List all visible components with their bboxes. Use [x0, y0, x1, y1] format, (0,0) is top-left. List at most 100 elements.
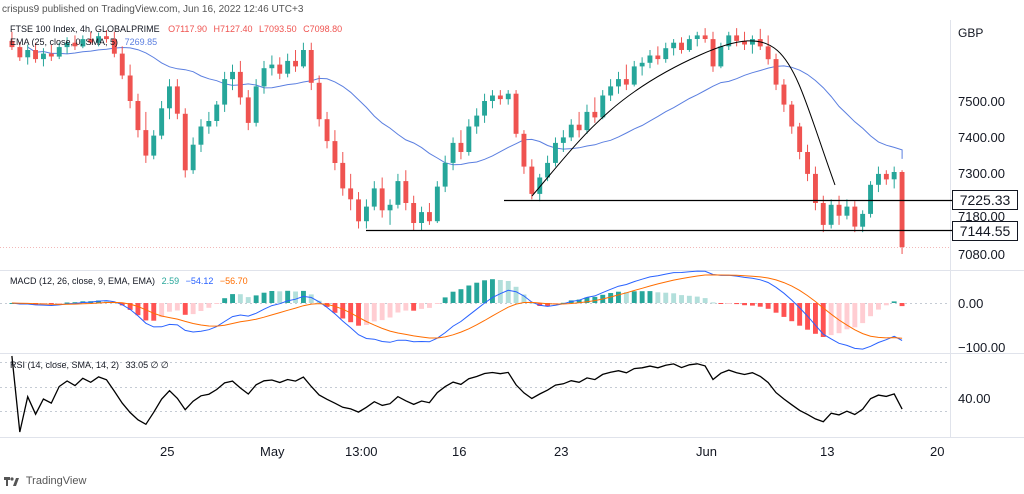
candle: [214, 101, 220, 127]
macd-histogram-bar: [135, 303, 141, 316]
macd-histogram-bar: [639, 291, 645, 303]
macd-histogram-bar: [167, 303, 172, 312]
candle: [458, 130, 464, 160]
candle-body: [301, 50, 306, 67]
candle-body: [88, 39, 94, 43]
candle: [119, 46, 125, 80]
macd-histogram-bar: [466, 285, 472, 303]
macd-legend-signal: −56.70: [219, 276, 248, 286]
candle: [891, 166, 897, 189]
x-tick: 20: [930, 444, 945, 459]
ema-legend: EMA (25, close, 0, SMA, 5) 7269.85: [10, 37, 157, 47]
candle-body: [608, 86, 614, 96]
candle: [25, 44, 31, 65]
macd-histogram-bar: [434, 303, 440, 304]
price-tick: 7500.00: [958, 94, 1005, 109]
candle: [285, 53, 291, 78]
candle-body: [781, 84, 787, 105]
candle: [686, 35, 692, 52]
candle-body: [127, 75, 133, 101]
candle-body: [876, 173, 881, 185]
candle-body: [364, 206, 369, 222]
candle-body: [395, 181, 401, 205]
macd-histogram-bar: [482, 280, 487, 303]
candle-body: [773, 59, 779, 85]
candle-body: [466, 126, 472, 152]
candle-body: [104, 36, 109, 40]
macd-histogram-bar: [883, 303, 889, 306]
candle-body: [277, 64, 283, 74]
macd-histogram-bar: [521, 294, 527, 303]
candle: [356, 192, 361, 229]
candle: [143, 111, 149, 163]
candle: [135, 93, 141, 138]
candle: [269, 55, 275, 76]
candle-body: [25, 50, 31, 58]
candle: [876, 166, 881, 193]
price-tick: 7080.00: [958, 247, 1005, 262]
macd-histogram-bar: [773, 303, 779, 313]
macd-histogram-bar: [222, 298, 228, 303]
candle-body: [844, 206, 850, 216]
macd-histogram-bar: [371, 303, 377, 322]
x-tick: 25: [160, 444, 175, 459]
candle-body: [726, 35, 732, 47]
candle-body: [143, 130, 149, 156]
candle-body: [356, 199, 361, 222]
candle-body: [647, 55, 653, 63]
candle-body: [442, 162, 448, 187]
candle-body: [490, 95, 495, 101]
candle: [631, 60, 637, 87]
macd-histogram-bar: [72, 302, 78, 304]
macd-histogram-bar: [403, 303, 409, 311]
candle: [403, 170, 409, 211]
macd-histogram-bar: [765, 303, 771, 309]
candle-body: [111, 39, 117, 54]
candle: [151, 130, 157, 160]
x-tick: 13: [820, 444, 835, 459]
candle: [245, 90, 251, 131]
macd-histogram-bar: [608, 293, 614, 303]
candle-body: [521, 133, 527, 167]
candle-body: [891, 172, 897, 180]
candle: [111, 31, 117, 58]
candle: [521, 130, 527, 174]
candle: [96, 32, 101, 47]
candle: [860, 210, 866, 233]
macd-histogram-bar: [860, 303, 866, 324]
price-tick: 7400.00: [958, 130, 1005, 145]
macd-histogram-bar: [679, 295, 684, 303]
ohlc-low: L7093.50: [259, 24, 297, 34]
ema-legend-label: EMA (25, close, 0, SMA, 5): [10, 37, 119, 47]
candle: [868, 181, 873, 218]
candle-body: [174, 86, 180, 114]
candle: [584, 104, 590, 134]
candle-body: [765, 46, 771, 60]
tradingview-logo-icon: [4, 476, 20, 486]
macd-histogram-bar: [718, 303, 724, 304]
candle: [600, 90, 606, 120]
candle: [805, 144, 810, 182]
candle: [482, 93, 487, 123]
candle-body: [245, 97, 251, 123]
candle: [513, 90, 519, 138]
candle-body: [828, 204, 834, 225]
macd-histogram-bar: [828, 303, 834, 336]
rsi-line: [11, 355, 903, 433]
footer-brand: TradingView: [4, 475, 86, 487]
macd-histogram-bar: [490, 279, 495, 303]
macd-histogram-bar: [836, 303, 842, 334]
macd-tick: 0.00: [958, 296, 984, 311]
candle-body: [96, 36, 101, 43]
rsi-legend-values: 33.05 ∅ ∅: [125, 360, 169, 370]
candle-body: [663, 48, 669, 60]
macd-histogram-bar: [395, 303, 401, 313]
candle-body: [64, 42, 70, 48]
candle: [371, 181, 377, 211]
candle-body: [17, 47, 23, 58]
candle: [560, 130, 566, 152]
macd-histogram-bar: [647, 291, 653, 303]
candle: [340, 152, 346, 196]
candle: [174, 79, 180, 120]
macd-histogram-bar: [592, 296, 598, 303]
